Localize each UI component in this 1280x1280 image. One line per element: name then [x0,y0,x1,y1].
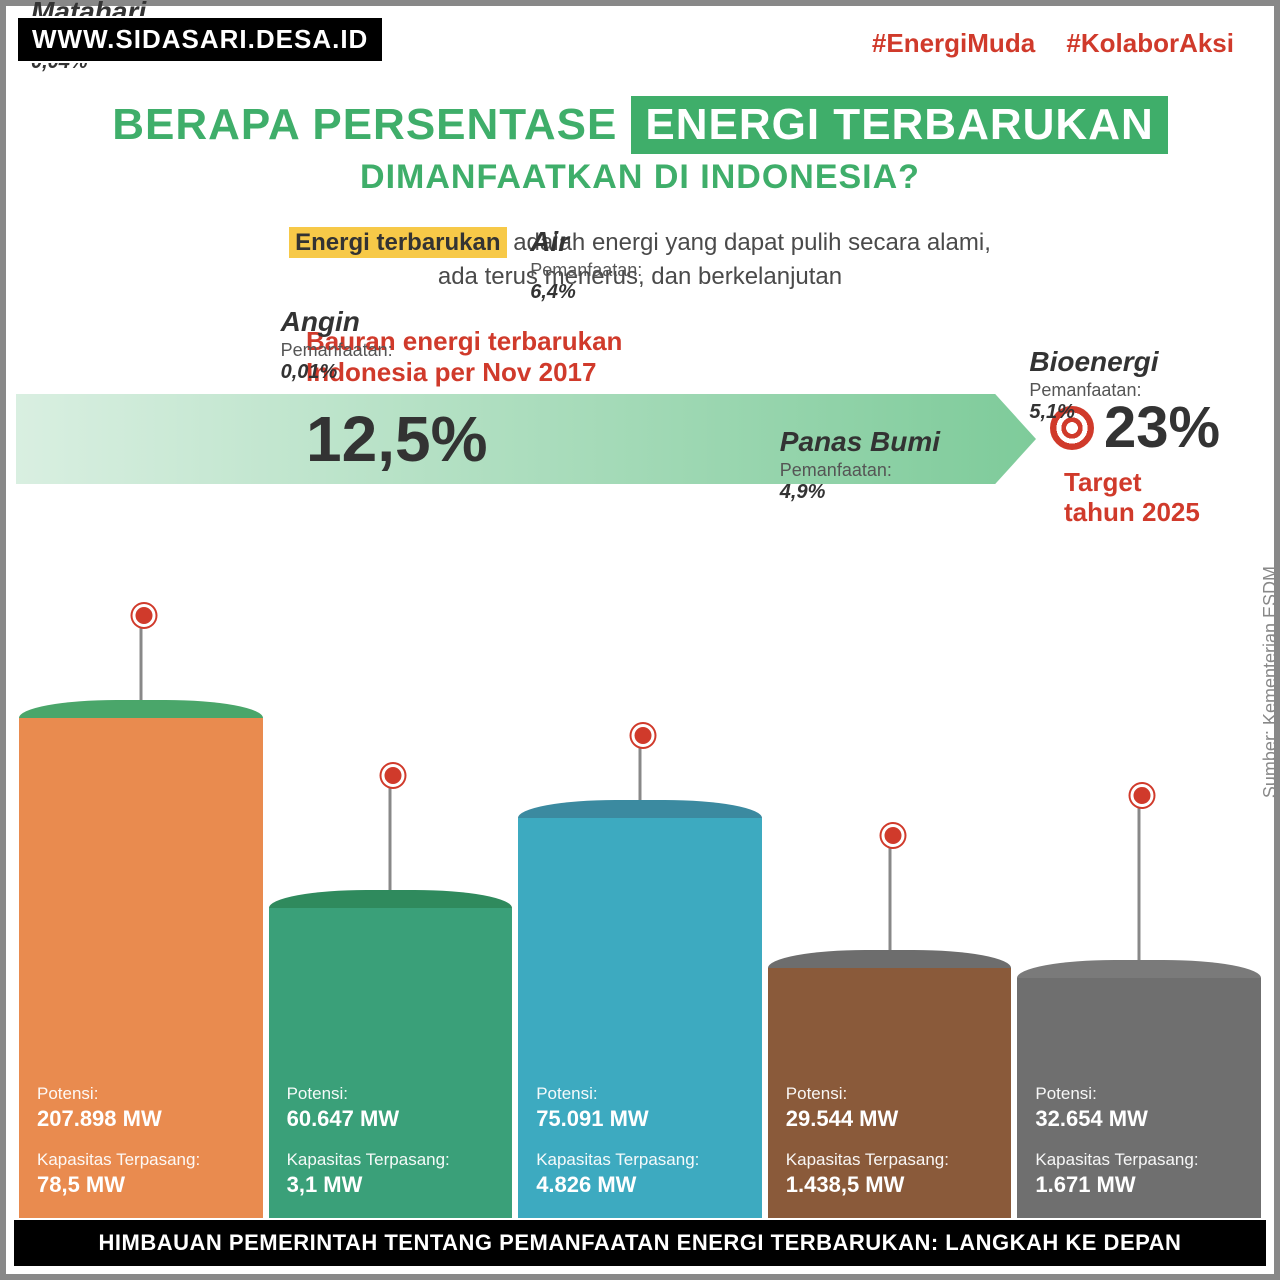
pemanfaatan-label: Pemanfaatan: [780,460,940,481]
energy-col-bioenergi: BioenergiPemanfaatan:5,1%Potensi:32.654 … [1017,978,1261,1218]
title-block: BERAPA PERSENTASE ENERGI TERBARUKAN DIMA… [6,96,1274,197]
potensi-value: 60.647 MW [287,1106,495,1132]
title-sub: DIMANFAATKAN DI INDONESIA? [6,158,1274,197]
potensi-value: 32.654 MW [1035,1106,1243,1132]
hashtag-1: #EnergiMuda [872,28,1035,58]
potensi-value: 29.544 MW [786,1106,994,1132]
potensi-label: Potensi: [37,1084,245,1104]
col-name: Angin [281,306,393,338]
energy-columns: MatahariPemanfaatan:0,04%Potensi:207.898… [16,458,1264,1218]
col-bar: Potensi:32.654 MW Kapasitas Terpasang:1.6… [1017,978,1261,1218]
pemanfaatan-value: 4,9% [780,481,940,504]
col-bar: Potensi:29.544 MW Kapasitas Terpasang:1.4… [768,968,1012,1218]
definition-highlight: Energi terbarukan [289,227,506,258]
pemanfaatan-label: Pemanfaatan: [1029,380,1158,401]
potensi-label: Potensi: [786,1084,994,1104]
scene-art [768,928,1012,968]
pemanfaatan-value: 6,4% [530,281,642,304]
pemanfaatan-label: Pemanfaatan: [281,340,393,361]
potensi-label: Potensi: [536,1084,744,1104]
footer-caption: HIMBAUAN PEMERINTAH TENTANG PEMANFAATAN … [12,1218,1268,1268]
scene-art [19,678,263,718]
hashtag-2: #KolaborAksi [1066,28,1234,58]
col-bar: Potensi:207.898 MW Kapasitas Terpasang:78… [19,718,263,1218]
potensi-label: Potensi: [287,1084,495,1104]
col-header: BioenergiPemanfaatan:5,1% [1029,346,1158,424]
pemanfaatan-label: Pemanfaatan: [530,260,642,281]
col-bar: Potensi:60.647 MW Kapasitas Terpasang:3,1… [269,908,513,1218]
scene-art [518,778,762,818]
scene-art [1017,938,1261,978]
col-header: AirPemanfaatan:6,4% [530,226,642,304]
scene-art [269,868,513,908]
pemanfaatan-value: 5,1% [1029,401,1158,424]
kapasitas-label: Kapasitas Terpasang: [536,1150,744,1170]
energy-col-matahari: MatahariPemanfaatan:0,04%Potensi:207.898… [19,718,263,1218]
col-bar: Potensi:75.091 MW Kapasitas Terpasang:4.8… [518,818,762,1218]
kapasitas-label: Kapasitas Terpasang: [37,1150,245,1170]
col-header: AnginPemanfaatan:0,01% [281,306,393,384]
title-plain: BERAPA PERSENTASE [112,100,617,150]
pemanfaatan-value: 0,01% [281,361,393,384]
col-name: Bioenergi [1029,346,1158,378]
energy-col-panas-bumi: Panas BumiPemanfaatan:4,9%Potensi:29.544… [768,968,1012,1218]
kapasitas-value: 78,5 MW [37,1172,245,1198]
col-name: Air [530,226,642,258]
potensi-value: 207.898 MW [37,1106,245,1132]
potensi-value: 75.091 MW [536,1106,744,1132]
energy-col-angin: AnginPemanfaatan:0,01%Potensi:60.647 MWK… [269,908,513,1218]
col-header: Panas BumiPemanfaatan:4,9% [780,426,940,504]
title-highlight: ENERGI TERBARUKAN [631,96,1167,154]
watermark-top: WWW.SIDASARI.DESA.ID [16,16,384,63]
energy-col-air: AirPemanfaatan:6,4%Potensi:75.091 MWKapa… [518,818,762,1218]
col-name: Panas Bumi [780,426,940,458]
kapasitas-label: Kapasitas Terpasang: [287,1150,495,1170]
kapasitas-value: 3,1 MW [287,1172,495,1198]
kapasitas-label: Kapasitas Terpasang: [786,1150,994,1170]
kapasitas-value: 1.438,5 MW [786,1172,994,1198]
kapasitas-value: 1.671 MW [1035,1172,1243,1198]
kapasitas-value: 4.826 MW [536,1172,744,1198]
kapasitas-label: Kapasitas Terpasang: [1035,1150,1243,1170]
hashtags: #EnergiMuda #KolaborAksi [848,28,1234,59]
potensi-label: Potensi: [1035,1084,1243,1104]
